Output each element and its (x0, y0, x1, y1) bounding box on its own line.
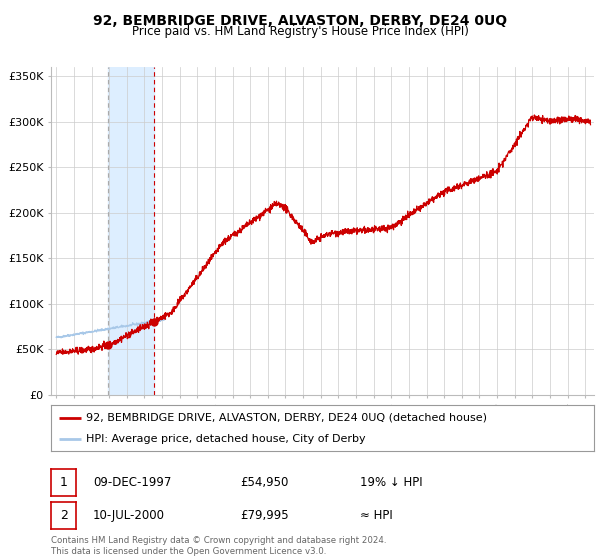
Text: 92, BEMBRIDGE DRIVE, ALVASTON, DERBY, DE24 0UQ (detached house): 92, BEMBRIDGE DRIVE, ALVASTON, DERBY, DE… (86, 413, 487, 423)
Bar (108, 67, 154, 395)
Text: 92, BEMBRIDGE DRIVE, ALVASTON, DERBY, DE24 0UQ: 92, BEMBRIDGE DRIVE, ALVASTON, DERBY, DE… (93, 14, 507, 28)
Text: HPI: Average price, detached house, City of Derby: HPI: Average price, detached house, City… (86, 435, 366, 444)
Text: £79,995: £79,995 (240, 509, 289, 522)
Text: 09-DEC-1997: 09-DEC-1997 (93, 475, 172, 489)
Text: 10-JUL-2000: 10-JUL-2000 (93, 509, 165, 522)
Text: 2: 2 (59, 509, 68, 522)
Text: ≈ HPI: ≈ HPI (360, 509, 393, 522)
Text: £54,950: £54,950 (240, 475, 289, 489)
Text: Contains HM Land Registry data © Crown copyright and database right 2024.
This d: Contains HM Land Registry data © Crown c… (51, 536, 386, 556)
Text: Price paid vs. HM Land Registry's House Price Index (HPI): Price paid vs. HM Land Registry's House … (131, 25, 469, 38)
Text: 19% ↓ HPI: 19% ↓ HPI (360, 475, 422, 489)
Text: 1: 1 (59, 475, 68, 489)
